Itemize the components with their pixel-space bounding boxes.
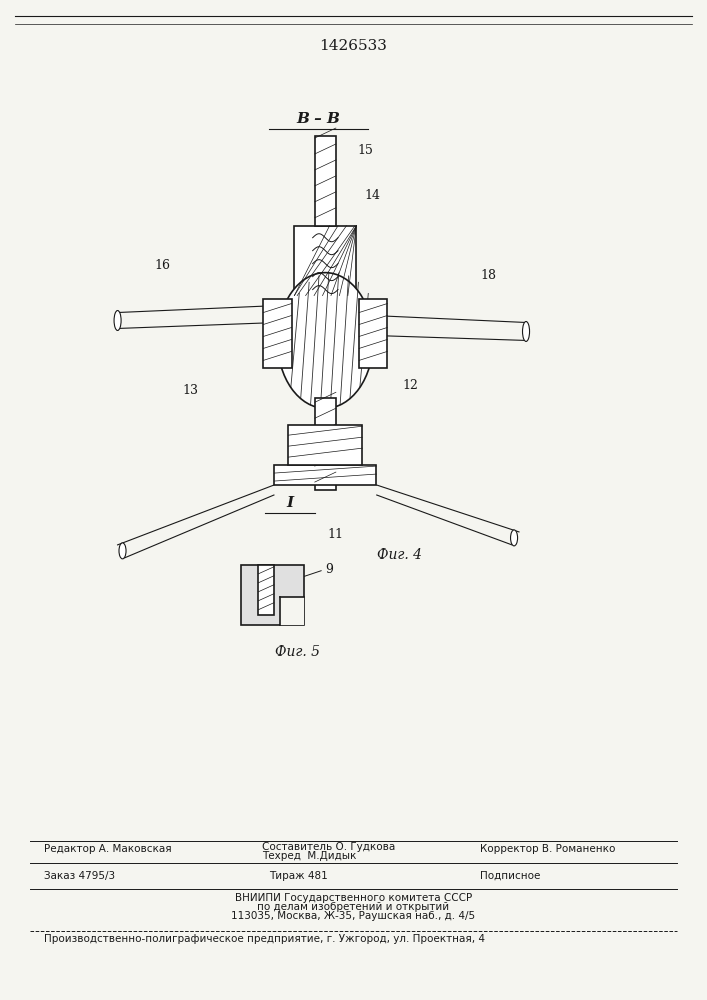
Bar (279, 597, 304, 625)
Text: Редактор А. Маковская: Редактор А. Маковская (44, 844, 171, 854)
Bar (294, 226, 356, 296)
Ellipse shape (119, 543, 126, 559)
Circle shape (277, 273, 373, 408)
Bar (315, 398, 336, 490)
Text: 12: 12 (403, 379, 419, 392)
Text: 113035, Москва, Ж-35, Раушская наб., д. 4/5: 113035, Москва, Ж-35, Раушская наб., д. … (231, 911, 476, 921)
Ellipse shape (114, 311, 121, 330)
Text: 18: 18 (480, 269, 496, 282)
Text: I: I (286, 496, 293, 510)
Text: по делам изобретений и открытий: по делам изобретений и открытий (257, 902, 450, 912)
Text: Техред  М.Дидык: Техред М.Дидык (262, 851, 356, 861)
Text: Фиг. 4: Фиг. 4 (377, 548, 422, 562)
Text: В – В: В – В (296, 112, 340, 126)
Ellipse shape (510, 530, 518, 546)
Bar (315, 136, 336, 226)
Text: Составитель О. Гудкова: Составитель О. Гудкова (262, 842, 395, 852)
Text: 1426533: 1426533 (320, 39, 387, 53)
Text: Фиг. 5: Фиг. 5 (274, 645, 320, 659)
Bar (274, 465, 376, 485)
Ellipse shape (522, 321, 530, 341)
Bar (288, 425, 362, 465)
Text: Производственно-полиграфическое предприятие, г. Ужгород, ул. Проектная, 4: Производственно-полиграфическое предприя… (44, 934, 484, 944)
Text: 11: 11 (328, 528, 344, 541)
Bar (264, 299, 291, 368)
Bar (359, 299, 387, 368)
Text: 15: 15 (357, 144, 373, 157)
Bar (241, 565, 304, 625)
Bar (259, 565, 274, 615)
Text: ВНИИПИ Государственного комитета СССР: ВНИИПИ Государственного комитета СССР (235, 893, 472, 903)
Text: 14: 14 (364, 189, 380, 202)
Text: 13: 13 (182, 384, 199, 397)
Text: Корректор В. Романенко: Корректор В. Романенко (480, 844, 616, 854)
Text: Заказ 4795/3: Заказ 4795/3 (44, 871, 115, 881)
Text: Подписное: Подписное (480, 871, 541, 881)
Text: 9: 9 (325, 563, 333, 576)
Text: 16: 16 (154, 259, 170, 272)
Text: Тираж 481: Тираж 481 (269, 871, 328, 881)
